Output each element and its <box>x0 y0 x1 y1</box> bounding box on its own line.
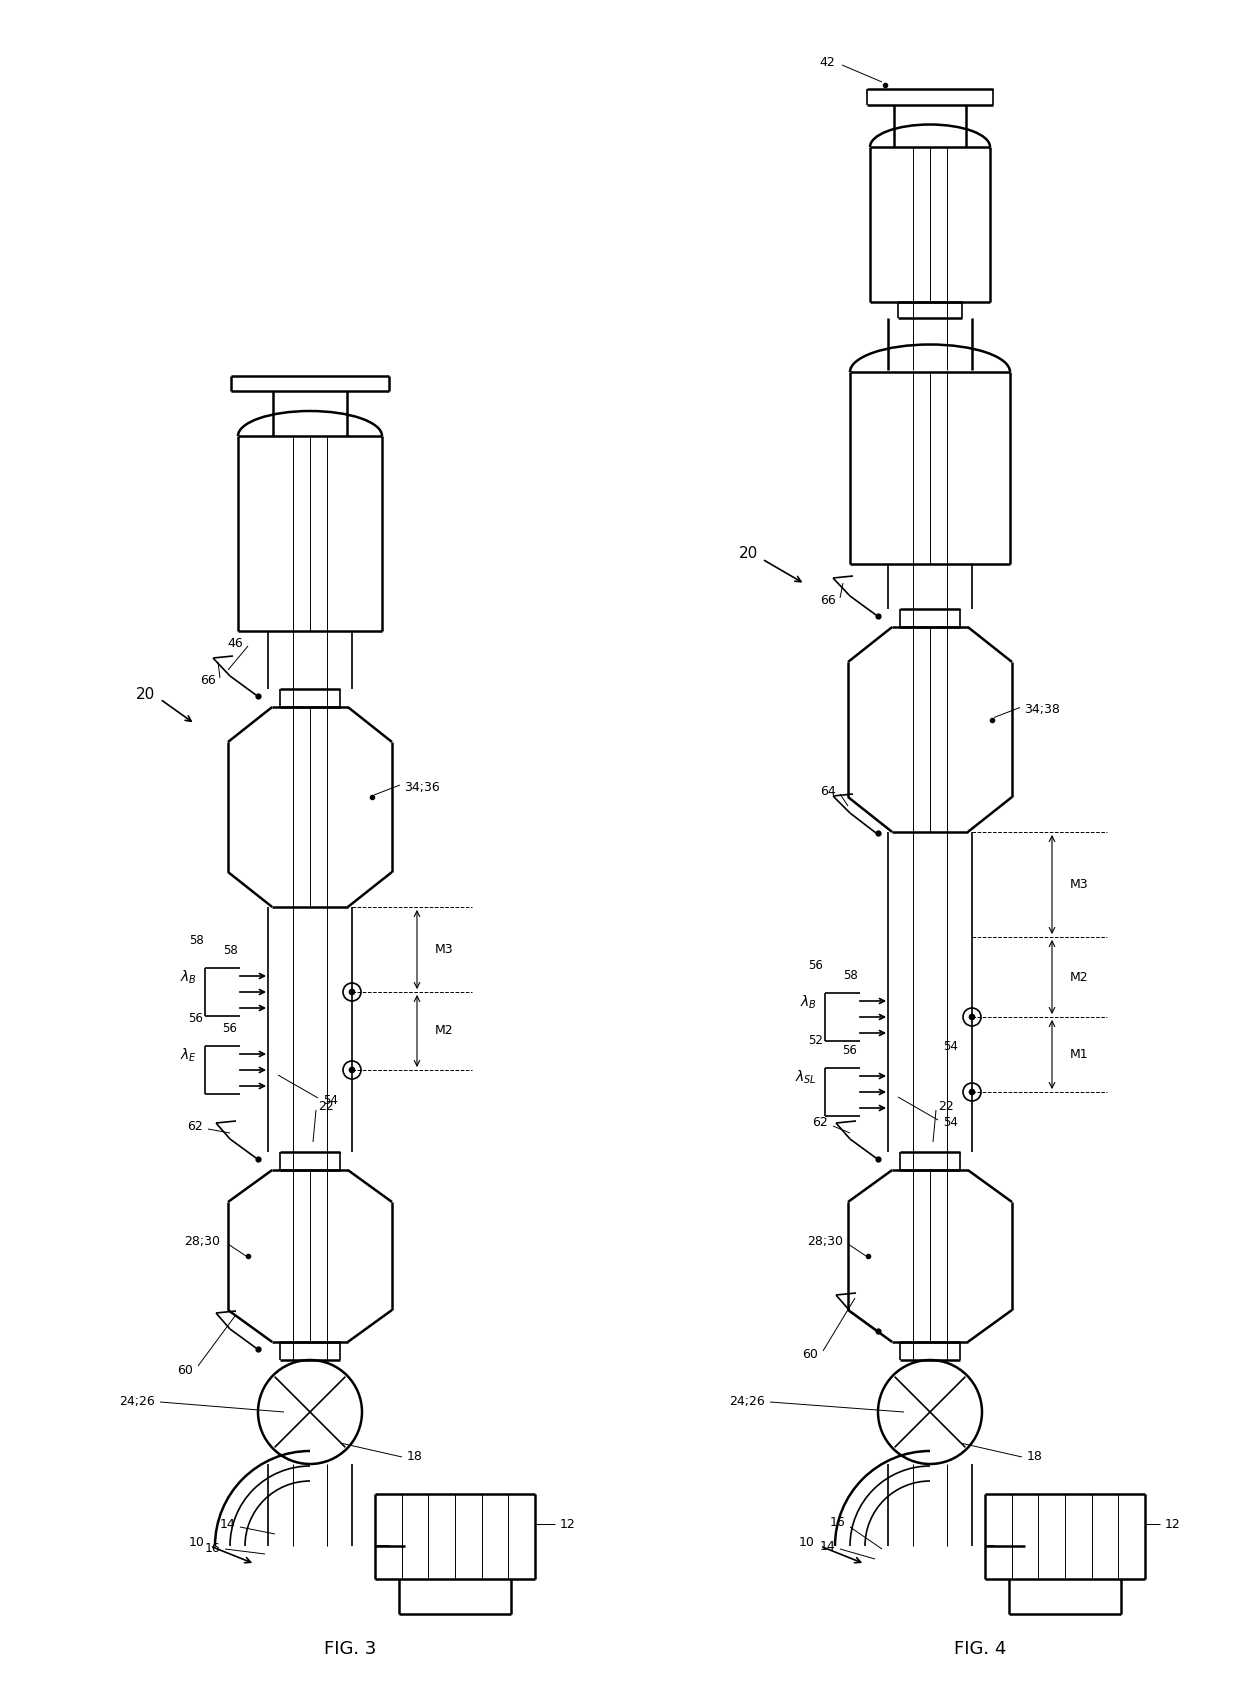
Text: 62: 62 <box>812 1116 828 1130</box>
Text: 10: 10 <box>799 1536 815 1549</box>
Text: 64: 64 <box>820 785 836 798</box>
Text: 18: 18 <box>407 1450 423 1463</box>
Text: 24;26: 24;26 <box>729 1396 765 1408</box>
Text: FIG. 4: FIG. 4 <box>954 1640 1006 1659</box>
Text: 66: 66 <box>820 593 836 606</box>
Text: 42: 42 <box>820 56 835 69</box>
Text: 56: 56 <box>222 1022 237 1034</box>
Text: 28;30: 28;30 <box>807 1234 843 1248</box>
Text: 58: 58 <box>188 933 203 946</box>
Text: 54: 54 <box>942 1041 957 1054</box>
Text: 58: 58 <box>843 968 857 982</box>
Text: 28;30: 28;30 <box>184 1234 219 1248</box>
Text: 56: 56 <box>188 1012 203 1024</box>
Text: M1: M1 <box>1070 1047 1089 1061</box>
Text: 20: 20 <box>739 547 758 561</box>
Text: 60: 60 <box>177 1364 193 1378</box>
Text: M2: M2 <box>1070 970 1089 983</box>
Text: M3: M3 <box>1070 877 1089 891</box>
Text: 58: 58 <box>223 943 237 957</box>
Text: 12: 12 <box>1166 1517 1180 1531</box>
Text: 46: 46 <box>227 637 243 650</box>
Text: 22: 22 <box>937 1101 954 1113</box>
Text: 24;26: 24;26 <box>119 1396 155 1408</box>
Circle shape <box>348 1068 355 1073</box>
Circle shape <box>968 1090 975 1095</box>
Text: 16: 16 <box>830 1516 844 1529</box>
Text: 16: 16 <box>205 1543 219 1556</box>
Text: $\lambda_B$: $\lambda_B$ <box>180 968 197 985</box>
Text: 12: 12 <box>560 1517 575 1531</box>
Text: M3: M3 <box>435 943 454 957</box>
Text: M2: M2 <box>435 1024 454 1037</box>
Text: 54: 54 <box>322 1093 337 1106</box>
Text: $\lambda_{SL}$: $\lambda_{SL}$ <box>795 1068 817 1086</box>
Text: 56: 56 <box>808 958 823 972</box>
Text: 60: 60 <box>802 1349 818 1361</box>
Text: 56: 56 <box>842 1044 857 1056</box>
Circle shape <box>348 989 355 995</box>
Text: 34;38: 34;38 <box>1024 702 1060 716</box>
Text: 14: 14 <box>219 1517 236 1531</box>
Text: 22: 22 <box>317 1101 334 1113</box>
Text: $\lambda_B$: $\lambda_B$ <box>800 994 817 1010</box>
Text: 54: 54 <box>942 1115 957 1128</box>
Text: 20: 20 <box>135 687 155 702</box>
Text: 18: 18 <box>1027 1450 1043 1463</box>
Text: 10: 10 <box>190 1536 205 1549</box>
Text: 52: 52 <box>808 1034 823 1046</box>
Text: $\lambda_E$: $\lambda_E$ <box>180 1046 197 1064</box>
Text: 14: 14 <box>820 1539 835 1553</box>
Text: 62: 62 <box>187 1120 203 1133</box>
Text: FIG. 3: FIG. 3 <box>324 1640 376 1659</box>
Circle shape <box>968 1014 975 1021</box>
Text: 34;36: 34;36 <box>404 780 440 793</box>
Text: 66: 66 <box>200 674 216 687</box>
